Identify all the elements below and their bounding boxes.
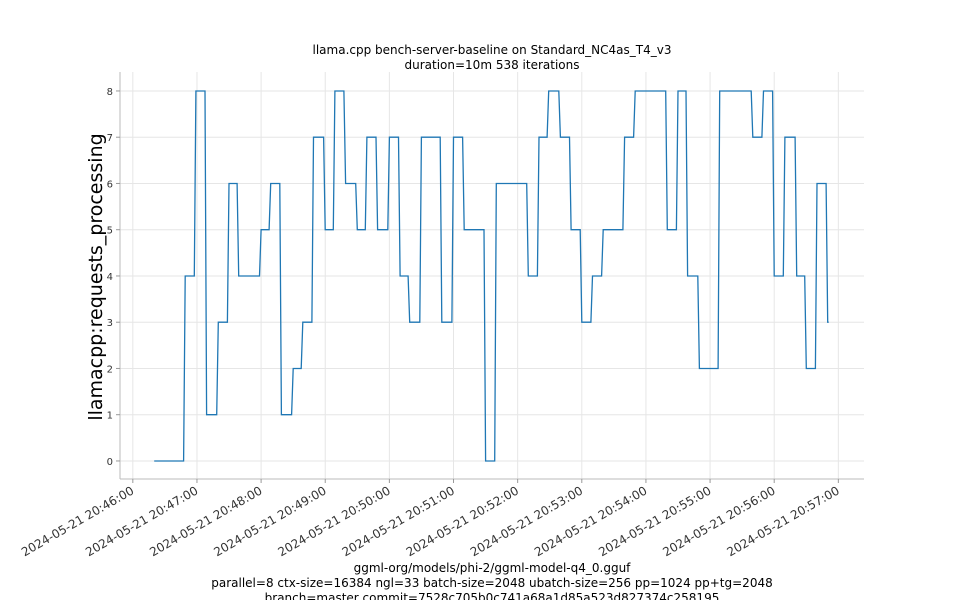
x-tick-label: 2024-05-21 20:49:00 [211,483,328,559]
series-line [154,90,829,462]
y-axis-label: llamacpp:requests_processing [85,133,107,420]
x-tick-label: 2024-05-21 20:46:00 [19,483,136,559]
x-tick-label: 2024-05-21 20:56:00 [660,483,777,559]
x-label-commit: branch=master commit=7528c705b0c741a68a1… [265,591,720,600]
y-tick-label: 2 [107,364,113,375]
chart-title: llama.cpp bench-server-baseline on Stand… [313,43,672,57]
grid [120,72,864,479]
x-tick-label: 2024-05-21 20:47:00 [83,483,200,559]
y-tick-label: 0 [107,457,113,468]
x-tick-label: 2024-05-21 20:55:00 [596,483,713,559]
x-tick-label: 2024-05-21 20:52:00 [404,483,521,559]
y-ticks: 0 1 2 3 4 5 6 7 8 [107,87,120,468]
chart-subtitle: duration=10m 538 iterations [405,58,580,72]
y-tick-label: 3 [107,318,113,329]
x-tick-label: 2024-05-21 20:54:00 [532,483,649,559]
y-tick-label: 7 [107,133,113,144]
y-tick-label: 6 [107,179,113,190]
x-tick-label: 2024-05-21 20:50:00 [276,483,393,559]
x-label-model: ggml-org/models/phi-2/ggml-model-q4_0.gg… [354,561,632,575]
y-tick-label: 1 [107,411,113,422]
x-tick-label: 2024-05-21 20:48:00 [147,483,264,559]
x-label-params: parallel=8 ctx-size=16384 ngl=33 batch-s… [211,576,772,590]
x-tick-label: 2024-05-21 20:53:00 [468,483,585,559]
y-tick-label: 5 [107,226,113,237]
y-tick-label: 4 [107,272,113,283]
x-tick-label: 2024-05-21 20:57:00 [724,483,841,559]
x-tick-label: 2024-05-21 20:51:00 [340,483,457,559]
y-tick-label: 8 [107,87,113,98]
